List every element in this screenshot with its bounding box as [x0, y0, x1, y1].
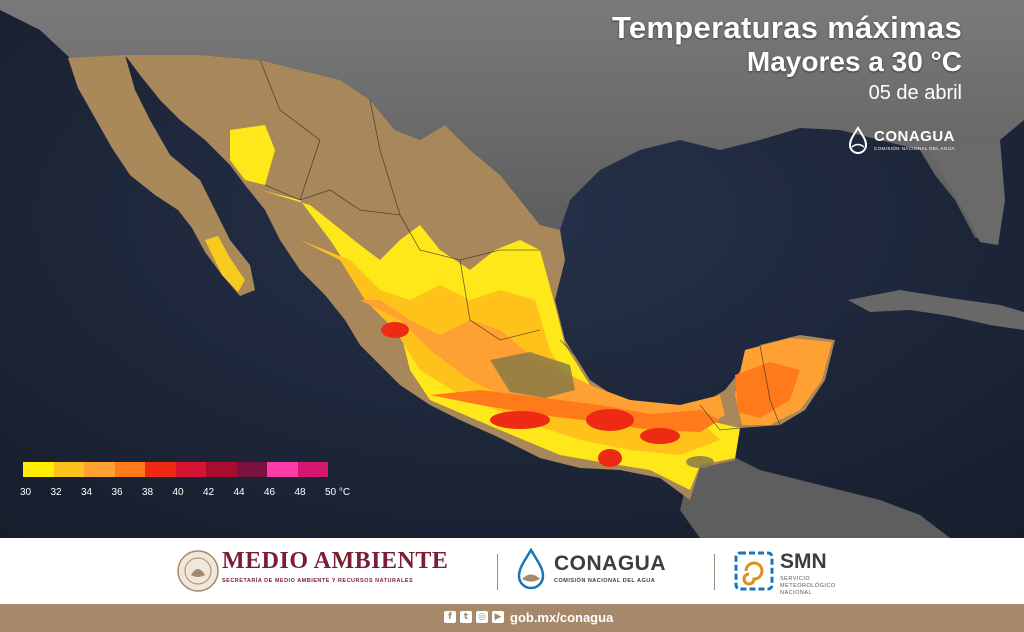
water-drop-icon	[517, 548, 545, 590]
legend-color-bar	[23, 462, 363, 477]
temp-zone-38-b	[586, 409, 634, 431]
conagua-map-logo: CONAGUA COMISIÓN NACIONAL DEL AGUA	[846, 124, 966, 158]
legend-swatch	[114, 462, 145, 477]
temp-zone-38-d	[598, 449, 622, 467]
mexico-shield-icon	[177, 550, 219, 592]
legend-tick-labels: 30 32 34 36 38 40 42 44 46 48 50 °C	[20, 487, 363, 501]
website-link[interactable]: gob.mx/conagua	[510, 610, 614, 625]
conagua-subtitle: COMISIÓN NACIONAL DEL AGUA	[554, 578, 656, 584]
legend-tick: 34	[81, 487, 93, 498]
temp-zone-38-c	[640, 428, 680, 444]
legend-tick: 30	[20, 487, 32, 498]
temperature-map	[0, 0, 1024, 538]
legend-tick: 32	[50, 487, 62, 498]
footer-separator	[497, 554, 498, 590]
smn-subtitle: SERVICIO METEOROLÓGICO NACIONAL	[780, 576, 836, 596]
legend-tick: 46	[264, 487, 276, 498]
legend-tick: 36	[111, 487, 123, 498]
medio-ambiente-subtitle: SECRETARÍA DE MEDIO AMBIENTE Y RECURSOS …	[222, 578, 414, 584]
temp-zone-30-north	[230, 125, 275, 185]
central-america	[680, 455, 950, 538]
temp-zone-36-yucatan	[735, 362, 800, 418]
conagua-title: CONAGUA	[554, 552, 666, 575]
legend-swatch	[297, 462, 328, 477]
legend-swatch	[267, 462, 298, 477]
temp-zone-38-a	[490, 411, 550, 429]
florida	[930, 140, 1005, 245]
bottom-bar: f t ◎ ▶ gob.mx/conagua	[0, 604, 1024, 632]
map-logo-subtitle: COMISIÓN NACIONAL DEL AGUA	[874, 146, 955, 151]
baja-california	[68, 55, 255, 296]
medio-ambiente-logo: MEDIO AMBIENTE SECRETARÍA DE MEDIO AMBIE…	[172, 538, 492, 604]
map-title: Temperaturas máximas	[611, 10, 962, 45]
legend-tick: 38	[142, 487, 154, 498]
twitter-icon[interactable]: t	[460, 611, 472, 623]
temp-zone-38-e	[381, 322, 409, 338]
highland-cool-zone	[490, 352, 575, 398]
legend-swatch	[206, 462, 237, 477]
map-date: 05 de abril	[868, 82, 962, 104]
smn-footer-logo: SMN SERVICIO METEOROLÓGICO NACIONAL	[730, 538, 860, 604]
footer-separator	[714, 554, 715, 590]
water-drop-icon	[848, 126, 868, 154]
smn-title: SMN	[780, 550, 827, 573]
legend-swatch	[236, 462, 267, 477]
temperature-legend: 30 32 34 36 38 40 42 44 46 48 50 °C	[20, 462, 363, 501]
cuba	[848, 290, 1024, 330]
smn-spiral-icon	[734, 551, 774, 591]
facebook-icon[interactable]: f	[444, 611, 456, 623]
temp-zone-36	[430, 390, 720, 432]
youtube-icon[interactable]: ▶	[492, 611, 504, 623]
legend-tick: 40	[172, 487, 184, 498]
highland-cool-zone-b	[686, 456, 714, 468]
conagua-footer-logo: CONAGUA COMISIÓN NACIONAL DEL AGUA	[512, 538, 712, 604]
legend-tick: 42	[203, 487, 215, 498]
state-borders	[259, 59, 781, 431]
legend-swatch	[53, 462, 84, 477]
legend-swatch	[175, 462, 206, 477]
footer-logos: MEDIO AMBIENTE SECRETARÍA DE MEDIO AMBIE…	[0, 538, 1024, 604]
map-subtitle: Mayores a 30 °C	[746, 46, 962, 77]
legend-swatch	[84, 462, 115, 477]
medio-ambiente-title: MEDIO AMBIENTE	[222, 548, 449, 574]
legend-swatch	[23, 462, 54, 477]
legend-swatch	[145, 462, 176, 477]
legend-tick: 50 °C	[325, 487, 351, 498]
usa-landmass	[0, 0, 1024, 240]
map-logo-name: CONAGUA	[874, 128, 955, 145]
instagram-icon[interactable]: ◎	[476, 611, 488, 623]
legend-tick: 44	[233, 487, 245, 498]
social-icons: f t ◎ ▶	[444, 611, 504, 623]
legend-tick: 48	[294, 487, 306, 498]
baja-hot-zone	[205, 236, 245, 292]
